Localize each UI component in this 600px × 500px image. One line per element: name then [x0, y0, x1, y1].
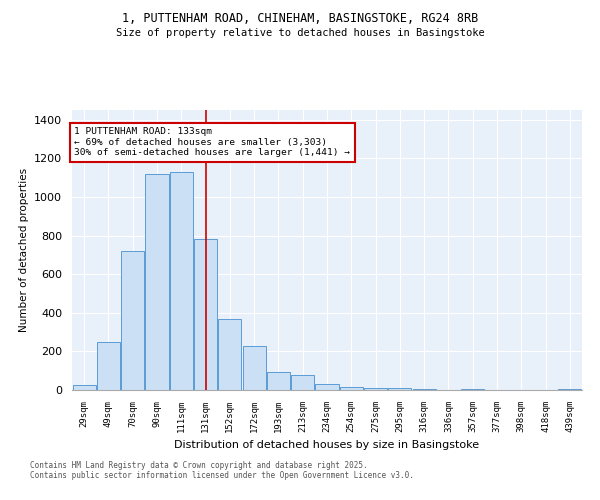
Text: 1, PUTTENHAM ROAD, CHINEHAM, BASINGSTOKE, RG24 8RB: 1, PUTTENHAM ROAD, CHINEHAM, BASINGSTOKE… [122, 12, 478, 26]
Bar [194, 240, 217, 390]
Bar [316, 384, 338, 390]
Bar [340, 386, 363, 390]
Bar [461, 389, 484, 390]
Bar [267, 372, 290, 390]
Bar [73, 384, 95, 390]
Text: Size of property relative to detached houses in Basingstoke: Size of property relative to detached ho… [116, 28, 484, 38]
Bar [145, 174, 169, 390]
Bar [170, 172, 193, 390]
Text: Contains HM Land Registry data © Crown copyright and database right 2025.
Contai: Contains HM Land Registry data © Crown c… [30, 460, 414, 480]
Text: 1 PUTTENHAM ROAD: 133sqm
← 69% of detached houses are smaller (3,303)
30% of sem: 1 PUTTENHAM ROAD: 133sqm ← 69% of detach… [74, 128, 350, 157]
Bar [242, 346, 266, 390]
Bar [364, 388, 387, 390]
Bar [388, 388, 412, 390]
Y-axis label: Number of detached properties: Number of detached properties [19, 168, 29, 332]
Bar [218, 318, 241, 390]
Bar [413, 389, 436, 390]
Bar [97, 342, 120, 390]
Bar [121, 251, 144, 390]
X-axis label: Distribution of detached houses by size in Basingstoke: Distribution of detached houses by size … [175, 440, 479, 450]
Bar [291, 374, 314, 390]
